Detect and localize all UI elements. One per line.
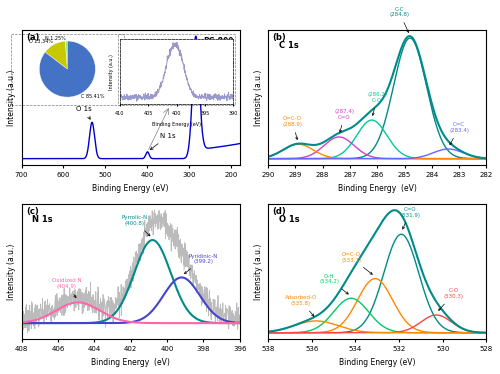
X-axis label: Binding Energy (eV): Binding Energy (eV) (92, 184, 169, 193)
Text: PC-800: PC-800 (203, 37, 234, 46)
Y-axis label: Intensity (a.u.): Intensity (a.u.) (254, 243, 262, 300)
Text: Adsorbed-O
(535.8): Adsorbed-O (535.8) (284, 295, 317, 316)
Text: (286.2)
C-O: (286.2) C-O (368, 92, 388, 116)
Y-axis label: Intensity (a.u.): Intensity (a.u.) (7, 243, 16, 300)
X-axis label: Binding Energy (eV): Binding Energy (eV) (339, 358, 415, 367)
X-axis label: Binding Energy  (eV): Binding Energy (eV) (338, 184, 416, 193)
Text: (c): (c) (26, 207, 38, 216)
Text: O-H
(534.2): O-H (534.2) (319, 274, 348, 294)
Bar (118, 34, 236, 105)
Text: C 1s: C 1s (279, 41, 299, 50)
Text: (a): (a) (26, 33, 39, 42)
Text: (d): (d) (272, 207, 286, 216)
Text: C-O
(530.3): C-O (530.3) (438, 288, 464, 310)
Text: O=C-O
(288.9): O=C-O (288.9) (282, 116, 302, 140)
Text: O 1s: O 1s (279, 215, 299, 224)
Text: O=C-O
(533.1): O=C-O (533.1) (341, 252, 372, 275)
Text: Pyrrolic-N
(400.8): Pyrrolic-N (400.8) (121, 215, 150, 236)
Y-axis label: Intensity (a.u.): Intensity (a.u.) (254, 69, 262, 126)
Text: O 1s: O 1s (76, 106, 92, 119)
Bar (10, 34, 124, 105)
Text: C-C
(284.8): C-C (284.8) (389, 7, 409, 33)
Text: N 1s: N 1s (150, 133, 176, 150)
Text: N 1s: N 1s (32, 215, 53, 224)
Text: (b): (b) (272, 33, 286, 42)
Text: (287.4)
C=O: (287.4) C=O (334, 109, 354, 132)
Text: C=O
(531.9): C=O (531.9) (400, 207, 420, 229)
Text: C 1s: C 1s (199, 47, 234, 67)
Text: C=C
(283.4): C=C (283.4) (449, 122, 469, 145)
Text: Oxidized N
(404.9): Oxidized N (404.9) (52, 278, 82, 298)
Y-axis label: Intensity (a.u.): Intensity (a.u.) (7, 69, 16, 126)
X-axis label: Binding Energy  (eV): Binding Energy (eV) (91, 358, 170, 367)
Text: Pyridinic-N
(399.2): Pyridinic-N (399.2) (184, 254, 218, 274)
